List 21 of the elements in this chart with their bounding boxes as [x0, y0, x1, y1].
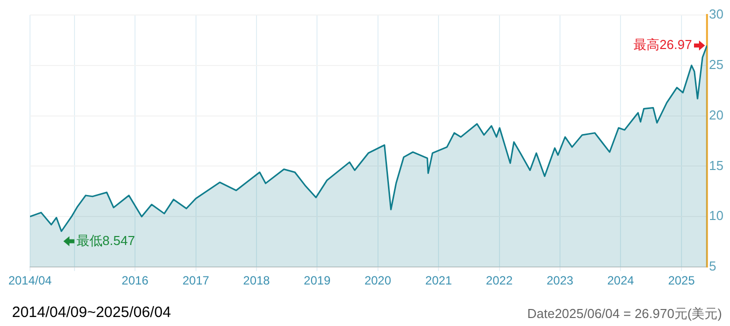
x-tick-label: 2023: [546, 274, 574, 288]
x-tick-label: 2024: [607, 274, 634, 288]
y-tick-label: 5: [709, 258, 716, 274]
x-tick-label: 2025: [668, 274, 696, 288]
x-tick-label: 2021: [425, 274, 452, 288]
x-tick-label: 2016: [122, 274, 149, 288]
x-tick-label: 2014/04: [8, 274, 52, 288]
annotation: 最低8.547: [76, 232, 135, 248]
y-tick-label: 15: [709, 158, 724, 173]
x-tick-label: 2018: [243, 274, 270, 288]
y-tick-label: 20: [709, 107, 724, 122]
y-tick-label: 10: [709, 208, 724, 224]
x-tick-label: 2019: [304, 274, 331, 288]
annotation: 最高26.97: [633, 37, 692, 52]
x-tick-label: 2020: [364, 274, 392, 288]
x-tick-label: 2017: [182, 274, 210, 288]
x-tick-label: 2022: [486, 274, 513, 288]
y-tick-label: 25: [709, 56, 724, 72]
text: Date2025/06/04 = 26.970元(美元): [527, 305, 722, 323]
y-tick-label: 30: [709, 6, 724, 22]
text: 2014/04/09~2025/06/04: [12, 304, 171, 321]
